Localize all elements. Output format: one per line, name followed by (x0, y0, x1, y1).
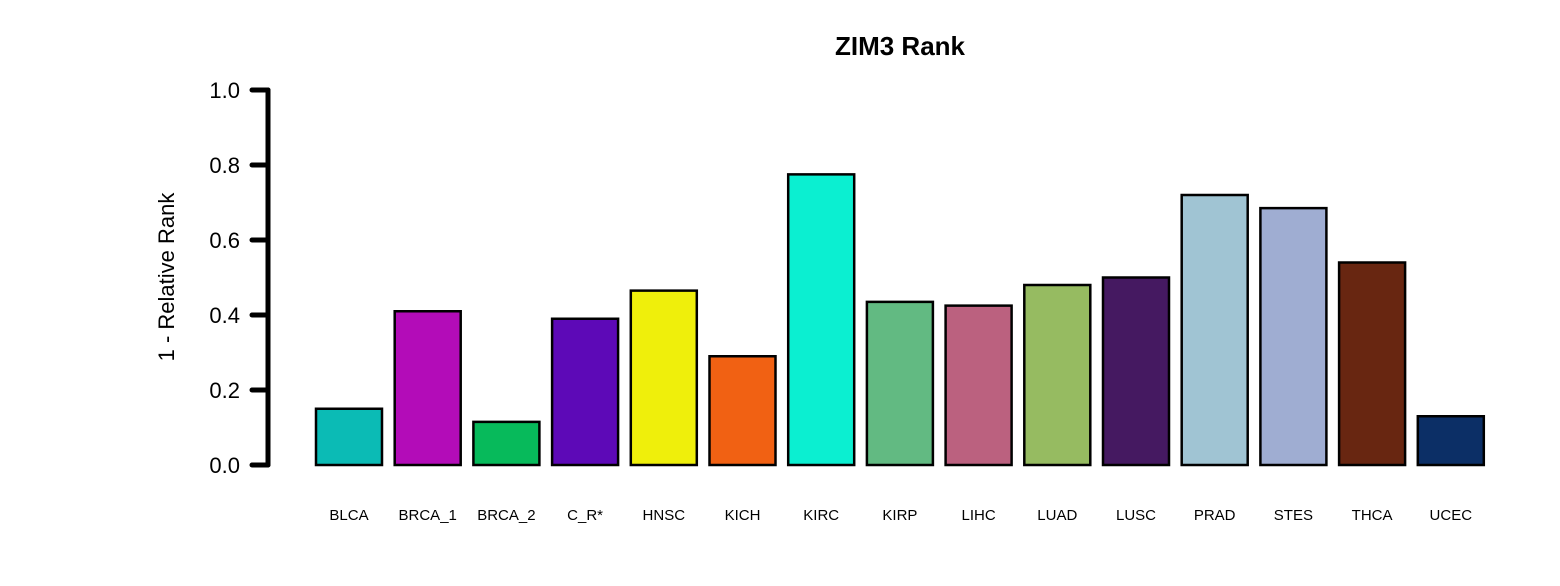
bar-kirp (865, 300, 935, 467)
bar-lusc (1101, 276, 1171, 467)
bar-stes (1259, 206, 1328, 467)
bar-kirc (786, 173, 856, 467)
y-tick-label: 0.2 (209, 378, 240, 403)
y-axis-label: 1 - Relative Rank (154, 192, 179, 362)
x-tick-label: C_R* (567, 507, 603, 524)
chart-title: ZIM3 Rank (835, 31, 966, 61)
y-tick-label: 0.4 (209, 303, 240, 328)
y-axis: 0.0 0.2 0.4 0.6 0.8 1.0 (209, 78, 271, 478)
x-tick-label: KIRP (882, 507, 917, 524)
bar-c-r (550, 317, 620, 467)
bar-lihc (944, 304, 1013, 467)
x-tick-label: UCEC (1430, 507, 1473, 524)
x-tick-label: KICH (725, 507, 761, 524)
x-tick-label: BRCA_1 (399, 507, 457, 524)
bar-ucec (1416, 415, 1486, 467)
bar-thca (1337, 261, 1407, 467)
x-tick-label: BRCA_2 (477, 507, 535, 524)
y-tick-label: 1.0 (209, 78, 240, 103)
x-tick-label: LUSC (1116, 507, 1156, 524)
bar-luad (1023, 283, 1092, 467)
bar-brca-2 (472, 420, 541, 467)
x-tick-label: KIRC (803, 507, 839, 524)
x-tick-label: LIHC (962, 507, 996, 524)
x-tick-label: BLCA (329, 507, 368, 524)
x-tick-label: THCA (1352, 507, 1393, 524)
bar-hnsc (629, 289, 699, 467)
y-tick-label: 0.8 (209, 153, 240, 178)
x-axis-labels: BLCA BRCA_1 BRCA_2 C_R* HNSC KICH KIRC KIRP LIHC… (329, 507, 1472, 524)
bar-prad (1180, 193, 1249, 467)
x-tick-label: LUAD (1037, 507, 1077, 524)
x-tick-label: STES (1274, 507, 1313, 524)
x-tick-label: PRAD (1194, 507, 1236, 524)
bar-kich (708, 355, 777, 467)
bar-series (314, 173, 1486, 467)
y-tick-label: 0.0 (209, 453, 240, 478)
x-tick-label: HNSC (643, 507, 686, 524)
y-tick-label: 0.6 (209, 228, 240, 253)
bar-brca-1 (393, 310, 462, 467)
bar-blca (314, 407, 384, 467)
